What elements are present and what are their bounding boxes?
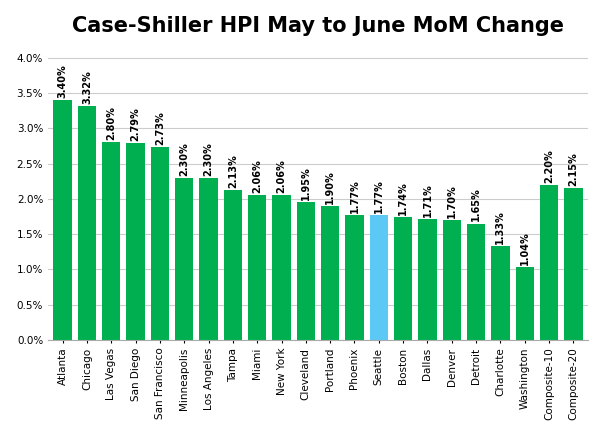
Bar <box>443 220 461 340</box>
Text: 1.95%: 1.95% <box>301 167 311 200</box>
Bar <box>370 215 388 340</box>
Text: 1.65%: 1.65% <box>471 188 481 221</box>
Bar <box>151 147 169 340</box>
Text: 2.06%: 2.06% <box>252 159 262 193</box>
Bar <box>321 206 339 340</box>
Bar <box>248 194 266 340</box>
Text: 1.77%: 1.77% <box>374 179 384 213</box>
Text: 2.80%: 2.80% <box>106 106 116 140</box>
Text: 2.15%: 2.15% <box>568 153 578 186</box>
Bar <box>346 215 364 340</box>
Bar <box>297 202 315 340</box>
Text: 2.13%: 2.13% <box>228 154 238 187</box>
Bar <box>224 190 242 340</box>
Bar <box>53 100 72 340</box>
Text: 1.04%: 1.04% <box>520 231 530 265</box>
Title: Case-Shiller HPI May to June MoM Change: Case-Shiller HPI May to June MoM Change <box>72 17 564 37</box>
Text: 3.40%: 3.40% <box>58 64 68 98</box>
Text: 1.71%: 1.71% <box>422 184 433 217</box>
Text: 3.32%: 3.32% <box>82 70 92 104</box>
Text: 2.73%: 2.73% <box>155 112 165 145</box>
Bar <box>272 194 290 340</box>
Bar <box>199 178 218 340</box>
Text: 1.77%: 1.77% <box>349 179 359 213</box>
Text: 2.20%: 2.20% <box>544 149 554 183</box>
Bar <box>540 185 558 340</box>
Bar <box>127 143 145 340</box>
Bar <box>515 267 534 340</box>
Text: 1.74%: 1.74% <box>398 181 408 215</box>
Bar <box>467 224 485 340</box>
Bar <box>102 143 121 340</box>
Bar <box>491 246 509 340</box>
Bar <box>394 217 412 340</box>
Text: 1.33%: 1.33% <box>496 210 505 244</box>
Text: 2.06%: 2.06% <box>277 159 287 193</box>
Bar <box>418 219 437 340</box>
Bar <box>564 188 583 340</box>
Text: 1.70%: 1.70% <box>447 184 457 218</box>
Text: 2.30%: 2.30% <box>179 142 189 176</box>
Bar <box>78 106 96 340</box>
Text: 1.90%: 1.90% <box>325 170 335 204</box>
Text: 2.30%: 2.30% <box>203 142 214 176</box>
Bar <box>175 178 193 340</box>
Text: 2.79%: 2.79% <box>131 107 140 141</box>
